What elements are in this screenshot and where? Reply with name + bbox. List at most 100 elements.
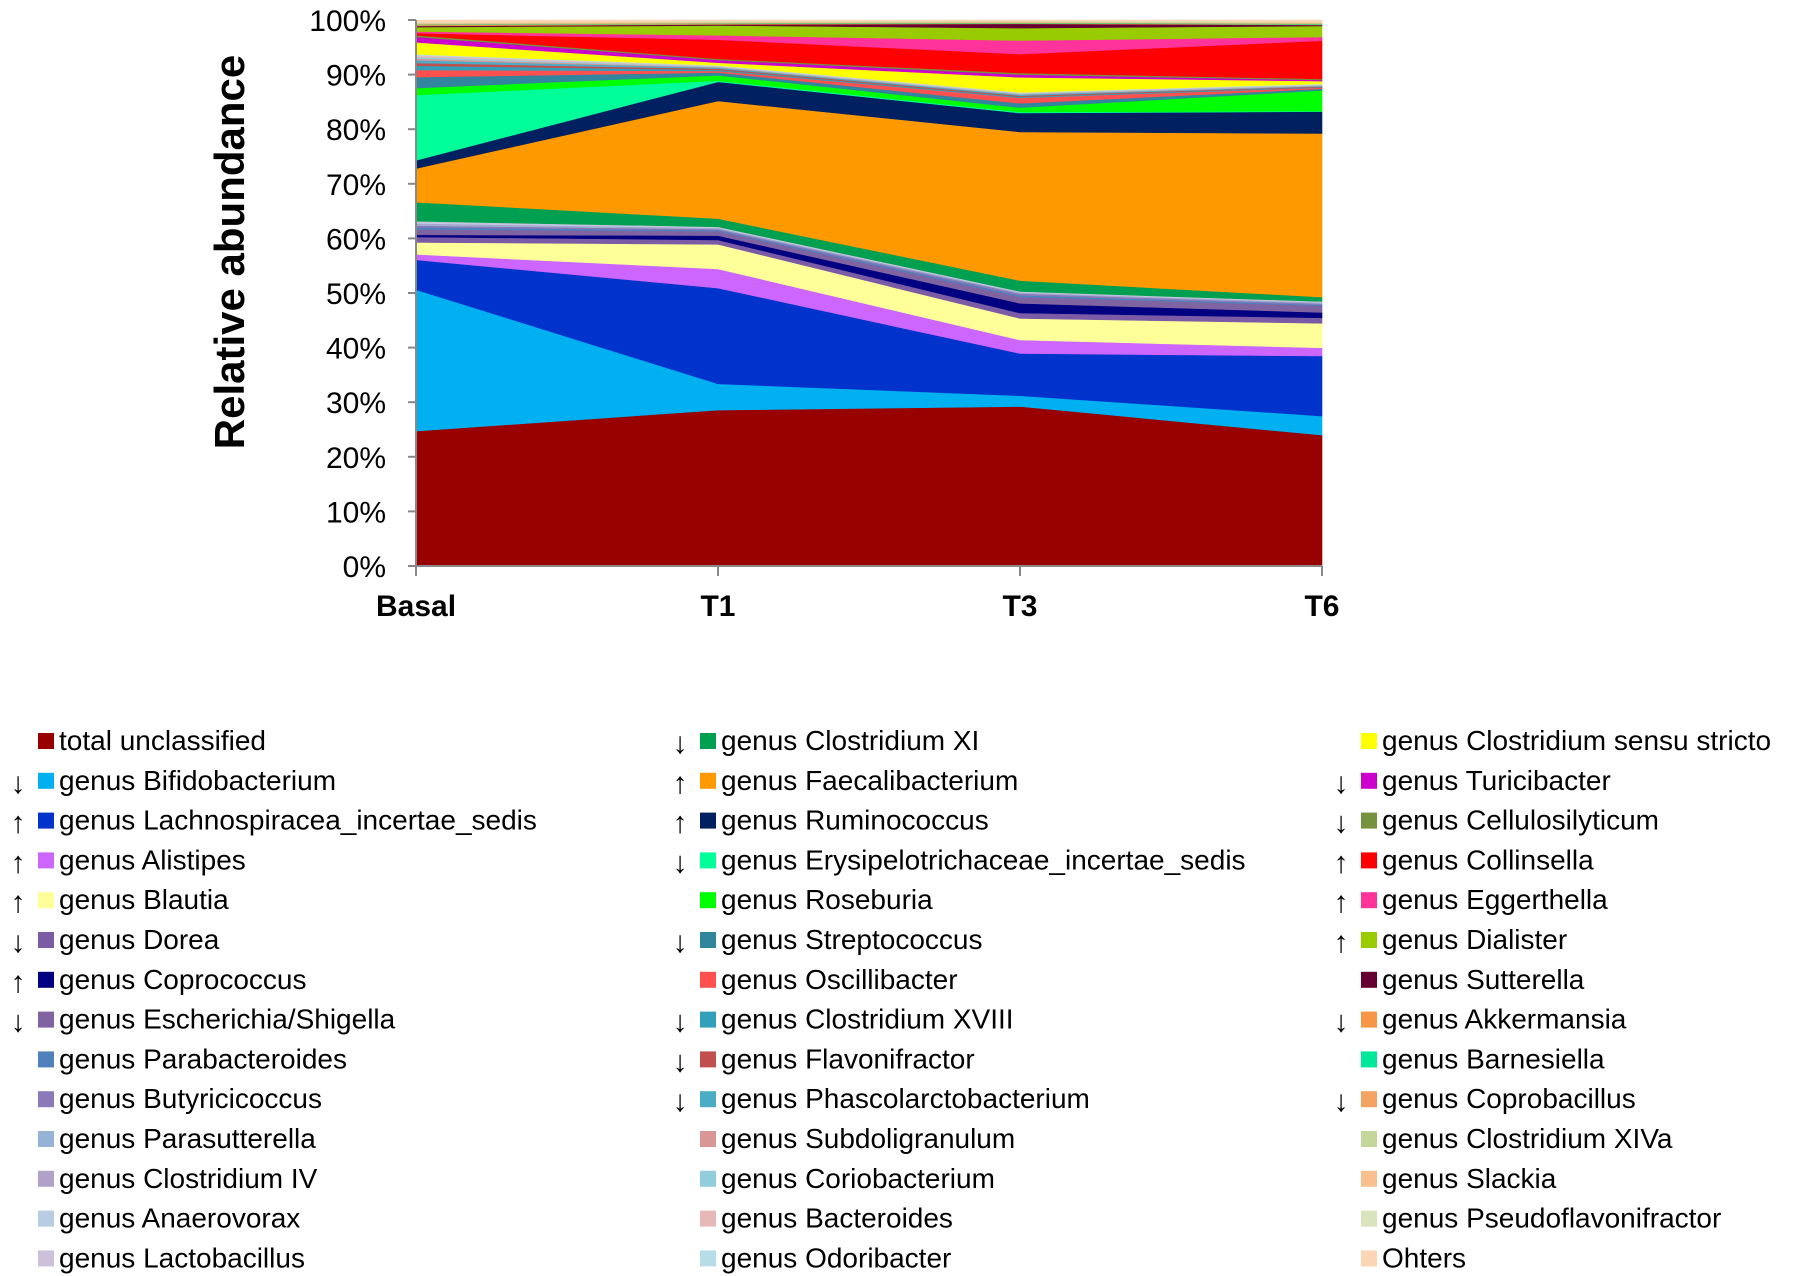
area-series-0 xyxy=(415,406,1323,567)
legend-label: genus Alistipes xyxy=(59,844,246,875)
legend-item: ↑ genus Ruminococcus xyxy=(673,805,989,840)
legend-item: genus Roseburia xyxy=(700,884,933,915)
legend-label: genus Coprobacillus xyxy=(1382,1083,1636,1114)
legend-label: genus Clostridium XVIII xyxy=(721,1004,1014,1035)
legend-label: genus Erysipelotrichaceae_incertae_sedis xyxy=(721,844,1246,875)
legend-label: Ohters xyxy=(1382,1242,1466,1273)
legend-swatch xyxy=(700,812,716,829)
legend-item: ↓ genus Akkermansia xyxy=(1334,1004,1627,1039)
y-tick-label: 20% xyxy=(326,442,386,475)
arrow-down-icon: ↓ xyxy=(1334,1006,1349,1039)
legend-item: ↑ genus Lachnospiracea_incertae_sedis xyxy=(11,805,537,840)
arrow-down-icon: ↓ xyxy=(11,1006,26,1039)
legend-label: genus Clostridium XI xyxy=(721,725,979,756)
legend-item: genus Clostridium sensu stricto xyxy=(1361,725,1771,756)
legend-label: genus Turicibacter xyxy=(1382,765,1611,796)
legend-swatch xyxy=(700,1170,716,1187)
legend-label: genus Cellulosilyticum xyxy=(1382,805,1659,836)
legend-label: genus Roseburia xyxy=(721,884,933,915)
legend-swatch xyxy=(1361,1170,1377,1187)
arrow-down-icon: ↓ xyxy=(673,1045,688,1078)
legend-item: ↓ genus Coprobacillus xyxy=(1334,1083,1636,1118)
y-tick-label: 0% xyxy=(343,551,386,584)
legend: total unclassified ↓ genus Bifidobacterium… xyxy=(11,725,1772,1273)
legend-item: ↓ genus Streptococcus xyxy=(673,924,983,959)
legend-swatch xyxy=(700,852,716,869)
legend-item: genus Coriobacterium xyxy=(700,1163,995,1194)
legend-label: genus Faecalibacterium xyxy=(721,765,1018,796)
arrow-down-icon: ↓ xyxy=(673,727,688,760)
legend-swatch xyxy=(1361,971,1377,988)
y-tick-label: 10% xyxy=(326,496,386,529)
arrow-down-icon: ↓ xyxy=(673,926,688,959)
legend-item: genus Butyricicoccus xyxy=(38,1083,322,1114)
legend-swatch xyxy=(38,1170,54,1187)
legend-label: genus Coprococcus xyxy=(59,964,306,995)
legend-item: ↓ genus Dorea xyxy=(11,924,220,959)
axes-layer: 0% 10% 20% 30% 40% 50% 60% 70% 80% 90% 100% Basal T1… xyxy=(309,5,1339,623)
y-tick-label: 60% xyxy=(326,223,386,256)
legend-swatch xyxy=(1361,932,1377,948)
legend-label: genus Pseudoflavonifractor xyxy=(1382,1203,1721,1234)
legend-label: genus Parasutterella xyxy=(59,1123,316,1154)
legend-label: genus Lachnospiracea_incertae_sedis xyxy=(59,805,537,836)
legend-item: genus Sutterella xyxy=(1361,964,1585,995)
arrow-down-icon: ↓ xyxy=(11,926,26,959)
legend-label: genus Collinsella xyxy=(1382,844,1594,875)
legend-label: genus Eggerthella xyxy=(1382,884,1608,915)
areas-layer xyxy=(415,19,1323,567)
arrow-up-icon: ↑ xyxy=(11,807,26,840)
legend-swatch xyxy=(1361,1250,1377,1267)
y-tick-label: 80% xyxy=(326,114,386,147)
legend-swatch xyxy=(700,733,716,749)
legend-swatch xyxy=(38,1210,54,1227)
y-tick-label: 40% xyxy=(326,333,386,366)
legend-swatch xyxy=(1361,812,1377,829)
legend-swatch xyxy=(700,1250,716,1267)
legend-item: genus Clostridium XIVa xyxy=(1361,1123,1673,1154)
y-tick-label: 70% xyxy=(326,169,386,202)
legend-swatch xyxy=(1361,892,1377,909)
legend-label: genus Escherichia/Shigella xyxy=(59,1004,396,1035)
arrow-up-icon: ↑ xyxy=(11,886,26,919)
legend-swatch xyxy=(1361,1210,1377,1227)
x-tick-label: T3 xyxy=(1002,590,1037,623)
legend-swatch xyxy=(38,892,54,909)
legend-swatch xyxy=(700,1131,716,1147)
area-series-41 xyxy=(415,19,1323,23)
legend-swatch xyxy=(38,772,54,789)
legend-item: genus Lactobacillus xyxy=(38,1242,305,1273)
legend-label: genus Barnesiella xyxy=(1382,1043,1605,1074)
legend-swatch xyxy=(38,932,54,948)
legend-label: genus Flavonifractor xyxy=(721,1043,975,1074)
legend-swatch xyxy=(700,1091,716,1108)
legend-label: genus Oscillibacter xyxy=(721,964,958,995)
legend-item: ↑ genus Collinsella xyxy=(1334,844,1595,879)
legend-item: genus Clostridium IV xyxy=(38,1163,318,1194)
legend-label: genus Slackia xyxy=(1382,1163,1557,1194)
legend-item: ↓ genus Cellulosilyticum xyxy=(1334,805,1660,840)
legend-swatch xyxy=(700,971,716,988)
arrow-down-icon: ↓ xyxy=(673,846,688,879)
arrow-down-icon: ↓ xyxy=(673,1085,688,1118)
arrow-up-icon: ↑ xyxy=(1334,846,1349,879)
arrow-up-icon: ↑ xyxy=(673,767,688,800)
legend-item: total unclassified xyxy=(38,725,266,756)
legend-swatch xyxy=(38,1091,54,1108)
arrow-up-icon: ↑ xyxy=(11,966,26,999)
legend-item: genus Slackia xyxy=(1361,1163,1557,1194)
legend-swatch xyxy=(38,971,54,988)
legend-item: ↑ genus Eggerthella xyxy=(1334,884,1609,919)
legend-label: genus Dialister xyxy=(1382,924,1567,955)
legend-item: genus Barnesiella xyxy=(1361,1043,1605,1074)
legend-item: ↓ genus Turicibacter xyxy=(1334,765,1611,800)
legend-item: ↓ genus Clostridium XVIII xyxy=(673,1004,1014,1039)
legend-label: genus Dorea xyxy=(59,924,220,955)
legend-item: ↓ genus Bifidobacterium xyxy=(11,765,337,800)
legend-item: genus Odoribacter xyxy=(700,1242,951,1273)
legend-label: genus Bacteroides xyxy=(721,1203,953,1234)
legend-item: genus Anaerovorax xyxy=(38,1203,300,1234)
legend-swatch xyxy=(38,852,54,869)
arrow-down-icon: ↓ xyxy=(673,1006,688,1039)
